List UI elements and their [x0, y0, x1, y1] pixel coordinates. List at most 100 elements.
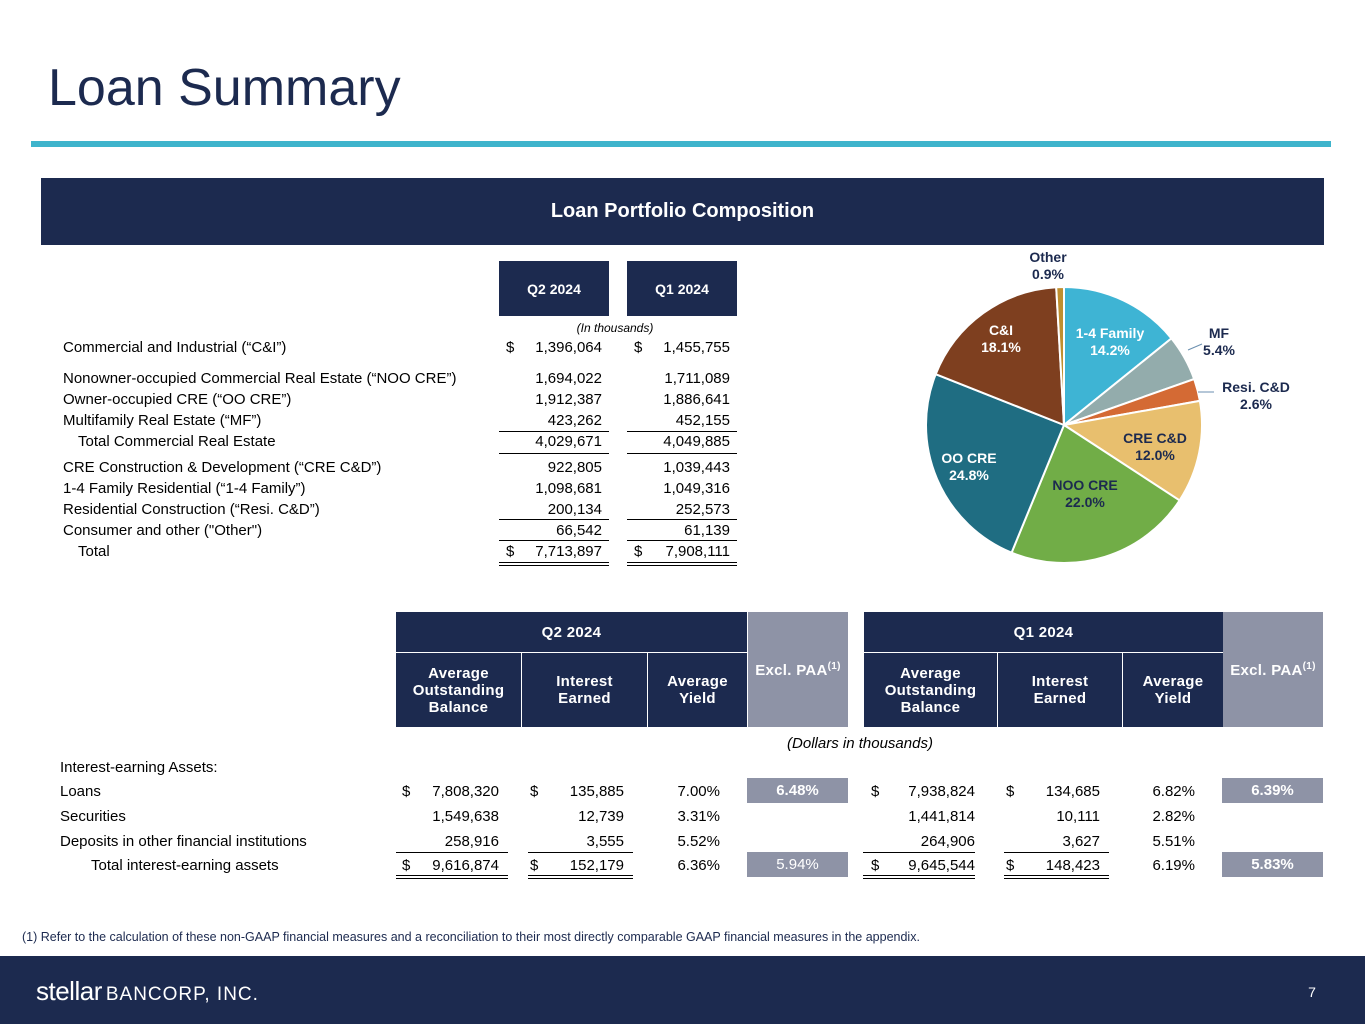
q1-value: 1,049,316 — [663, 480, 730, 497]
q2-avg-balance-header: Average Outstanding Balance — [396, 652, 522, 727]
q2-balance: 1,549,638 — [432, 808, 499, 825]
underline — [499, 540, 609, 541]
row-label: Owner-occupied CRE (“OO CRE”) — [63, 391, 292, 408]
dollar-sign: $ — [634, 543, 643, 560]
units-note: (In thousands) — [576, 321, 654, 335]
brand-logo: stellar BANCORP, INC. — [36, 976, 259, 1006]
table-row: Deposits in other financial institutions… — [0, 833, 1365, 855]
double-underline — [396, 875, 508, 879]
pie-slice — [1061, 399, 1203, 502]
footnote: (1) Refer to the calculation of these no… — [22, 930, 920, 944]
q1-excl-paa-value: 5.83% — [1222, 852, 1323, 877]
q1-balance: 9,645,544 — [908, 857, 975, 874]
q2-value: 66,542 — [556, 522, 602, 539]
table-row: Commercial and Industrial (“C&I”) $ $1,396… — [0, 339, 760, 359]
q2-balance: 7,808,320 — [432, 783, 499, 800]
dollar-sign: $ — [871, 857, 880, 874]
table-row: Total interest-earning assets $ $ $ $9,616,8… — [0, 857, 1365, 879]
q1-value: 1,886,641 — [663, 391, 730, 408]
q1-value: 1,455,755 — [663, 339, 730, 356]
q2-value: 1,396,064 — [535, 339, 602, 356]
dollar-sign: $ — [402, 783, 411, 800]
row-label: Total interest-earning assets — [91, 857, 279, 874]
q2-interest: 135,885 — [569, 783, 624, 800]
underline — [627, 431, 737, 432]
table-row: Securities 1,549,638 12,739 3.31% 1,441,814 1… — [0, 808, 1365, 830]
underline — [396, 852, 508, 853]
q2-value: 200,134 — [547, 501, 602, 518]
pie-slice — [925, 372, 1066, 554]
q2-yield: 3.31% — [677, 808, 720, 825]
table-row: Total Commercial Real Estate 4,029,671 4,0… — [0, 433, 760, 453]
pie-slice-label: Other 0.9% — [1029, 249, 1067, 282]
row-label: Deposits in other financial institutions — [60, 833, 307, 850]
row-label: Total — [78, 543, 110, 560]
table-row: Residential Construction (“Resi. C&D”) 20… — [0, 501, 760, 521]
q2-value: 423,262 — [547, 412, 602, 429]
underline — [627, 453, 737, 454]
table-row: Total $ $7,713,897 7,908,111 — [0, 543, 760, 563]
underline — [863, 852, 975, 853]
q1-balance: 1,441,814 — [908, 808, 975, 825]
double-underline — [627, 562, 737, 566]
double-underline — [528, 875, 633, 879]
q2-interest: 12,739 — [578, 808, 624, 825]
q1-yield-header: Average Yield — [1123, 652, 1223, 727]
row-label: Consumer and other ("Other") — [63, 522, 263, 539]
table-row: CRE Construction & Development (“CRE C&D… — [0, 459, 760, 479]
q2-value: 7,713,897 — [535, 543, 602, 560]
row-label: Securities — [60, 808, 126, 825]
q2-excl-paa-value: 5.94% — [747, 852, 848, 877]
q1-value: 452,155 — [675, 412, 730, 429]
dollar-sign: $ — [530, 783, 539, 800]
q2-excl-paa-value: 6.48% — [747, 778, 848, 803]
q2-value: 1,694,022 — [535, 370, 602, 387]
q1-value: 61,139 — [684, 522, 730, 539]
underline — [627, 540, 737, 541]
dollar-sign: $ — [871, 783, 880, 800]
row-label: CRE Construction & Development (“CRE C&D… — [63, 459, 382, 476]
table-row: Owner-occupied CRE (“OO CRE”) 1,912,387 1,… — [0, 391, 760, 411]
dollar-sign: $ — [402, 857, 411, 874]
q1-avg-balance-header: Average Outstanding Balance — [864, 652, 998, 727]
q1-interest-header: Interest Earned — [998, 652, 1123, 727]
double-underline — [1004, 875, 1109, 879]
dollar-sign: $ — [1006, 783, 1015, 800]
row-label: 1-4 Family Residential (“1-4 Family”) — [63, 480, 306, 497]
page-number: 7 — [1308, 984, 1316, 1000]
q1-yield: 2.82% — [1152, 808, 1195, 825]
q2-value: 4,029,671 — [535, 433, 602, 450]
pie-slice-label: 1-4 Family 14.2% — [1076, 325, 1145, 358]
table-row: Consumer and other ("Other") 66,542 61,139 — [0, 522, 760, 542]
pie-slice-label: MF 5.4% — [1203, 325, 1235, 358]
row-label: Commercial and Industrial (“C&I”) — [63, 339, 287, 356]
underline — [499, 519, 609, 520]
row-label: Nonowner-occupied Commercial Real Estate… — [63, 370, 457, 387]
q1-group-header: Q1 2024 — [864, 612, 1223, 652]
dollar-sign: $ — [1006, 857, 1015, 874]
q1-excl-paa-value: 6.39% — [1222, 778, 1323, 803]
row-label: Total Commercial Real Estate — [78, 433, 276, 450]
q2-interest: 152,179 — [569, 857, 624, 874]
q2-value: 1,098,681 — [535, 480, 602, 497]
pie-slice — [1055, 285, 1065, 426]
q1-interest: 10,111 — [1056, 808, 1100, 825]
q1-value: 252,573 — [675, 501, 730, 518]
q2-excl-paa-header: Excl. PAA(1) — [748, 612, 848, 727]
q2-value: 1,912,387 — [535, 391, 602, 408]
q1-interest: 134,685 — [1045, 783, 1100, 800]
table-row: Loans $ $ $ $7,808,320 135,885 7.00% 7,938,824 1… — [0, 783, 1365, 805]
row-label: Multifamily Real Estate (“MF”) — [63, 412, 262, 429]
accent-rule — [31, 141, 1331, 147]
page-title: Loan Summary — [48, 59, 401, 117]
q2-yield-header: Average Yield — [648, 652, 747, 727]
leader-line — [1187, 343, 1203, 351]
footer-bar — [0, 956, 1365, 1024]
double-underline — [499, 562, 609, 566]
table-row: 1-4 Family Residential (“1-4 Family”) 1,0… — [0, 480, 760, 500]
q2-yield: 5.52% — [677, 833, 720, 850]
q2-group-header: Q2 2024 — [396, 612, 747, 652]
q1-balance: 7,938,824 — [908, 783, 975, 800]
underline — [499, 431, 609, 432]
q2-balance: 9,616,874 — [432, 857, 499, 874]
